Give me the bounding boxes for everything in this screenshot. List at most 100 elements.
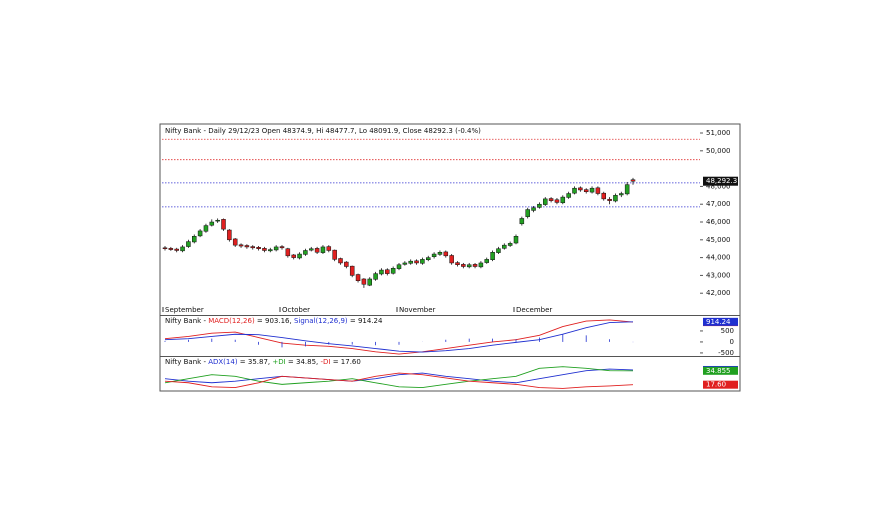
candle-body: [601, 192, 606, 200]
indicator-line: [164, 321, 634, 353]
candle-body: [361, 278, 367, 285]
last-price-box: [703, 176, 738, 186]
candle-body: [180, 246, 185, 252]
candle-body: [349, 265, 355, 276]
candle-body: [466, 264, 472, 268]
candle-body: [256, 247, 261, 249]
candle-body: [186, 241, 191, 247]
legend-value: = 34.85,: [286, 358, 321, 366]
candle-body: [478, 262, 484, 268]
candle-body: [332, 249, 337, 260]
candle-body: [437, 252, 443, 255]
candle-body: [268, 249, 273, 252]
candle-body: [238, 244, 244, 247]
candle-body: [314, 248, 320, 253]
x-tick-label: September: [165, 306, 204, 314]
candle-body: [624, 184, 630, 195]
candle-body: [426, 257, 431, 260]
candle-body: [496, 248, 501, 253]
candle-body: [326, 246, 332, 251]
candle-body: [279, 246, 285, 249]
candle-body: [472, 264, 478, 267]
candle-body: [197, 230, 203, 237]
candle-body: [554, 199, 560, 203]
candle-body: [303, 250, 308, 255]
candle-body: [168, 248, 174, 250]
candle-body: [578, 187, 583, 191]
candle-body: [162, 247, 168, 249]
last-value-label: 914.24: [706, 318, 731, 326]
candle-body: [443, 251, 449, 257]
candle-body: [262, 248, 267, 251]
indicator-line: [164, 368, 634, 384]
candle-body: [490, 252, 495, 260]
y-tick-label: 44,000: [706, 254, 731, 262]
candle-body: [566, 193, 571, 198]
candle-body: [560, 196, 566, 204]
candle-body: [519, 218, 525, 225]
candle-body: [367, 278, 372, 286]
legend-value: = 35.87,: [238, 358, 273, 366]
y-tick-label: 50,000: [706, 147, 731, 155]
candle-body: [607, 198, 612, 201]
candle-body: [320, 246, 326, 253]
legend-prefix: Nifty Bank -: [165, 317, 208, 325]
candle-body: [203, 225, 209, 232]
indicator-line: [164, 319, 634, 355]
x-tick-label: December: [516, 306, 552, 314]
candle-body: [250, 246, 255, 249]
legend-name: MACD(12,26): [208, 317, 255, 325]
candle-body: [291, 254, 296, 258]
candle-body: [390, 268, 396, 274]
candle-body: [414, 260, 419, 264]
candle-body: [221, 219, 226, 230]
candle-body: [402, 262, 408, 265]
candle-body: [543, 198, 548, 205]
candle-body: [502, 244, 507, 249]
candle-body: [589, 187, 595, 193]
legend-name: ADX(14): [208, 358, 238, 366]
candle-body: [273, 246, 279, 251]
last-price-label: 48,292.3: [706, 177, 737, 185]
legend-value: = 914.24: [348, 317, 383, 325]
y-tick-label: 43,000: [706, 271, 731, 279]
candle-body: [385, 269, 390, 274]
last-value-label: 17.60: [706, 381, 726, 389]
last-value-box: [703, 317, 738, 326]
candle-body: [408, 260, 413, 264]
candle-body: [297, 253, 302, 259]
candle-body: [396, 264, 402, 269]
candle-body: [449, 255, 454, 264]
candle-body: [525, 209, 530, 217]
legend-value: = 903.16,: [255, 317, 294, 325]
x-tick-label: October: [282, 306, 310, 314]
y-tick-label: 0: [730, 338, 734, 346]
y-tick-label: 500: [721, 327, 734, 335]
candle-body: [537, 203, 542, 208]
legend-value: = 17.60: [330, 358, 360, 366]
candle-body: [455, 262, 460, 265]
legend-prefix: Nifty Bank -: [165, 358, 208, 366]
candle-body: [215, 219, 220, 222]
x-tick-label: November: [399, 306, 436, 314]
candle-body: [531, 207, 536, 211]
candle-body: [338, 258, 343, 264]
candle-body: [192, 236, 197, 243]
candle-body: [507, 243, 513, 246]
candle-body: [484, 259, 489, 263]
y-tick-label: 42,000: [706, 289, 731, 297]
y-tick-label: -500: [718, 349, 734, 357]
indicator-line: [164, 372, 634, 389]
candle-body: [244, 245, 250, 248]
candle-body: [344, 261, 349, 267]
y-tick-label: 51,000: [706, 129, 731, 137]
y-tick-label: 47,000: [706, 200, 731, 208]
candle-body: [572, 187, 577, 194]
candle-body: [613, 195, 618, 202]
candle-body: [209, 221, 215, 226]
indicator-line: [164, 366, 634, 389]
last-value-box: [703, 380, 738, 389]
candle-body: [355, 274, 361, 281]
y-tick-label: 46,000: [706, 218, 731, 226]
